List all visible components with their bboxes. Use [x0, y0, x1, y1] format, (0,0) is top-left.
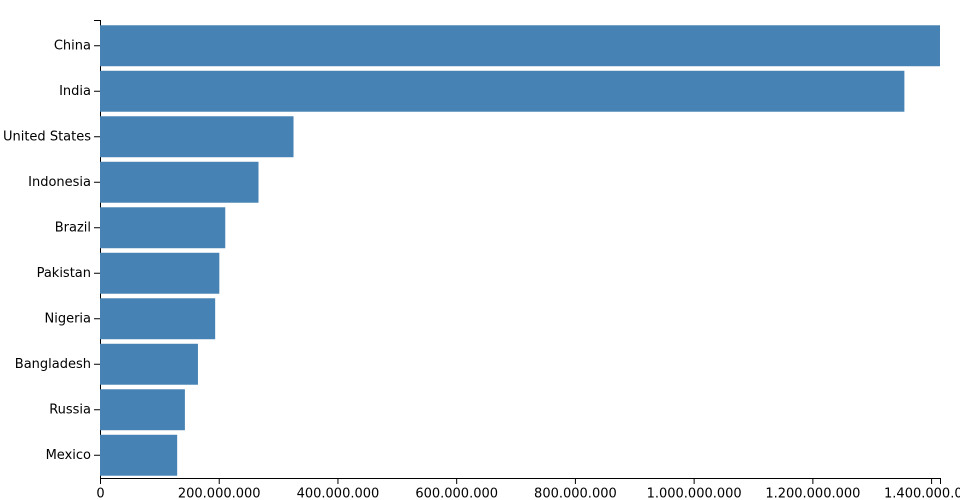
- x-tick-label: 200.000.000: [178, 487, 261, 500]
- x-tick-label: 800.000.000: [534, 487, 617, 500]
- bar: [100, 25, 940, 67]
- bar: [100, 389, 185, 431]
- y-tick-label: Russia: [49, 402, 91, 417]
- bar: [100, 70, 905, 112]
- y-tick-label: United States: [3, 129, 91, 144]
- y-tick-label: Mexico: [46, 448, 91, 463]
- y-tick-label: China: [54, 38, 91, 53]
- y-tick-label: Pakistan: [37, 266, 91, 281]
- bar: [100, 116, 294, 158]
- bar: [100, 343, 198, 385]
- x-tick-label: 1.000.000.000: [647, 487, 742, 500]
- y-tick-label: Brazil: [55, 220, 91, 235]
- y-tick-label: Nigeria: [44, 311, 91, 326]
- x-tick-label: 600.000.000: [415, 487, 498, 500]
- x-tick-label: 1.400.000.000: [884, 487, 960, 500]
- x-tick-label: 1.200.000.000: [765, 487, 860, 500]
- y-tick-label: India: [59, 84, 91, 99]
- x-axis: [100, 478, 941, 484]
- y-tick-label: Indonesia: [28, 175, 91, 190]
- bar: [100, 434, 178, 476]
- bar: [100, 161, 259, 203]
- bar: [100, 252, 220, 294]
- x-tick-label: 400.000.000: [297, 487, 380, 500]
- y-tick-label: Bangladesh: [15, 357, 91, 372]
- bar: [100, 298, 216, 340]
- bar: [100, 207, 226, 249]
- x-tick-label: 0: [96, 487, 104, 500]
